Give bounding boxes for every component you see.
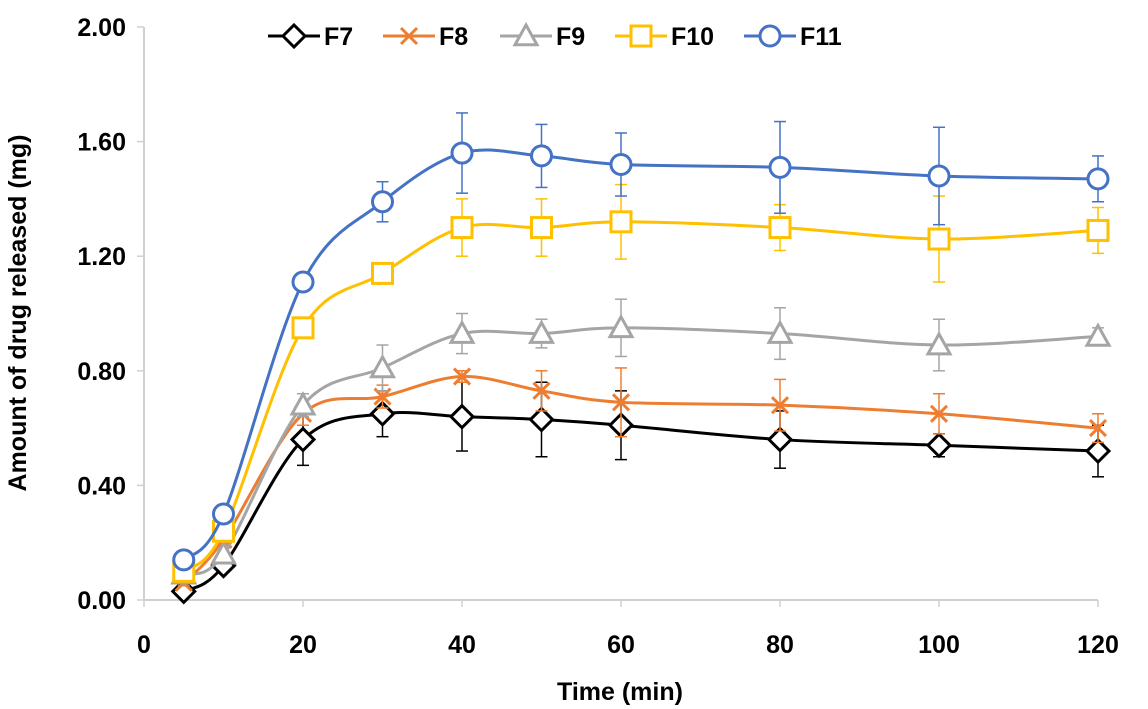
legend-label: F7: [324, 23, 353, 51]
series-line: [182, 220, 1099, 573]
y-ticks: 0.00 0.40 0.80 1.20 1.60 2.00: [77, 14, 144, 615]
y-tick-label: 0.80: [77, 358, 126, 386]
legend-marker: [758, 24, 782, 48]
y-tick-label: 0.40: [77, 472, 126, 500]
data-point: [929, 404, 949, 423]
data-point: [450, 216, 474, 240]
data-point: [291, 270, 315, 294]
data-point: [927, 164, 951, 188]
series-line: [182, 375, 1099, 584]
series-f11: [172, 112, 1110, 572]
data-point: [530, 216, 553, 240]
legend-label: F11: [800, 23, 842, 51]
legend-label: F8: [439, 23, 468, 51]
legend-marker: [280, 22, 308, 50]
data-point: [289, 426, 317, 453]
data-point: [1084, 322, 1112, 347]
data-point: [291, 316, 315, 340]
x-tick-label: 100: [918, 631, 960, 659]
data-point: [609, 210, 633, 234]
data-point: [448, 319, 476, 344]
legend-item-f8: F8: [383, 23, 468, 51]
series-f8: [174, 367, 1108, 592]
data-point: [925, 330, 953, 356]
x-ticks: 0 20 40 60 80 100 120: [137, 600, 1119, 659]
data-point: [452, 367, 472, 386]
data-point: [532, 381, 551, 400]
y-axis-title: Amount of drug released (mg): [4, 135, 32, 492]
data-point: [1084, 437, 1112, 465]
y-tick-label: 1.20: [77, 243, 126, 271]
data-point: [1086, 167, 1110, 191]
series-line: [182, 148, 1099, 562]
data-point: [766, 319, 794, 344]
x-tick-label: 80: [766, 631, 794, 659]
data-point: [450, 141, 474, 165]
x-axis-title: Time (min): [557, 678, 683, 706]
y-tick-label: 0.00: [77, 587, 126, 615]
y-tick-label: 2.00: [77, 14, 126, 42]
data-point: [212, 502, 235, 526]
legend: F7 F8 F9 F10 F11: [268, 21, 842, 51]
data-point: [927, 227, 951, 251]
data-point: [766, 426, 794, 453]
x-tick-label: 40: [448, 631, 476, 659]
x-tick-label: 120: [1077, 631, 1119, 659]
series-f10: [172, 183, 1110, 583]
data-point: [611, 393, 631, 412]
legend-item-f7: F7: [268, 22, 353, 51]
legend-item-f10: F10: [615, 23, 714, 51]
data-point: [530, 144, 553, 168]
legend-label: F9: [556, 23, 585, 51]
data-point: [448, 403, 476, 430]
data-point: [368, 353, 397, 379]
legend-label: F10: [671, 23, 714, 51]
data-point: [371, 190, 394, 214]
data-point: [770, 396, 790, 415]
data-point: [607, 313, 635, 339]
legend-marker: [512, 21, 540, 47]
x-tick-label: 0: [137, 631, 151, 659]
data-point: [527, 319, 556, 344]
data-point: [925, 432, 953, 459]
legend-marker: [629, 24, 653, 48]
data-point: [172, 548, 196, 572]
series-line: [183, 326, 1099, 576]
legend-item-f11: F11: [744, 23, 842, 51]
data-point: [371, 261, 394, 285]
data-point: [528, 406, 555, 433]
data-point: [768, 155, 792, 179]
data-point: [768, 216, 792, 240]
x-tick-label: 20: [289, 631, 317, 659]
series-line: [182, 410, 1099, 593]
legend-marker: [399, 26, 419, 46]
data-point: [609, 153, 633, 177]
x-tick-label: 60: [607, 631, 635, 659]
data-point: [1086, 218, 1110, 242]
data-point: [209, 540, 238, 565]
data-point: [1088, 419, 1108, 438]
data-point: [289, 391, 317, 416]
series-layer: [170, 112, 1112, 605]
y-tick-label: 1.60: [77, 129, 126, 157]
legend-item-f9: F9: [500, 21, 585, 51]
